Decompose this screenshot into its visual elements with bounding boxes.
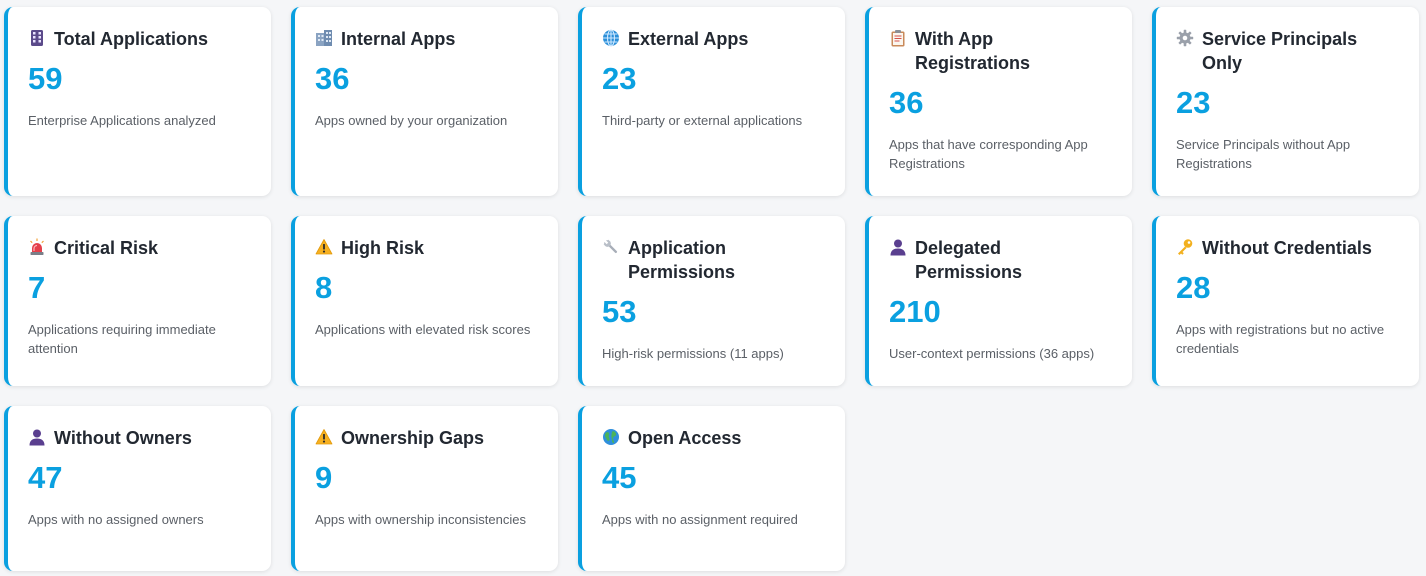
card-value: 36	[315, 61, 350, 96]
card-header: Without Owners	[28, 426, 251, 450]
card-title: Delegated Permissions	[915, 238, 1023, 282]
card-value: 28	[1176, 270, 1211, 305]
card-title: Total Applications	[54, 29, 209, 49]
card-description: Apps with ownership inconsistencies	[315, 512, 526, 527]
card-value: 9	[315, 460, 333, 495]
card-value: 45	[602, 460, 637, 495]
card-value: 59	[28, 61, 63, 96]
card-title: High Risk	[341, 238, 425, 258]
card-value: 53	[602, 294, 637, 329]
card-description: Apps with registrations but no active cr…	[1176, 322, 1385, 356]
card-value: 47	[28, 460, 63, 495]
card-description: Applications with elevated risk scores	[315, 322, 531, 337]
siren-icon	[28, 238, 46, 256]
card-header: Without Credentials	[1176, 236, 1399, 260]
card-description: Third-party or external applications	[602, 113, 803, 128]
card-description: Apps owned by your organization	[315, 113, 508, 128]
card-title: Service Principals Only	[1202, 29, 1358, 73]
warning-icon	[315, 238, 333, 256]
card-title: With App Registrations	[915, 29, 1031, 73]
card-description: Apps with no assigned owners	[28, 512, 204, 527]
card-header: Open Access	[602, 426, 825, 450]
card-title: Ownership Gaps	[341, 428, 485, 448]
earth-icon	[602, 428, 620, 446]
card-external-apps: External Apps 23 Third-party or external…	[578, 7, 845, 196]
card-value: 210	[889, 294, 941, 329]
card-value: 36	[889, 85, 924, 120]
card-ownership-gaps: Ownership Gaps 9 Apps with ownership inc…	[291, 406, 558, 571]
card-internal-apps: Internal Apps 36 Apps owned by your orga…	[291, 7, 558, 196]
card-header: Critical Risk	[28, 236, 251, 260]
clipboard-icon	[889, 29, 907, 47]
card-title: Application Permissions	[628, 238, 736, 282]
card-header: External Apps	[602, 27, 825, 51]
key-icon	[1176, 238, 1194, 256]
card-title: Internal Apps	[341, 29, 456, 49]
office-icon	[315, 29, 333, 47]
card-description: High-risk permissions (11 apps)	[602, 346, 784, 361]
card-title: Critical Risk	[54, 238, 159, 258]
card-value: 8	[315, 270, 333, 305]
card-header: Delegated Permissions	[889, 236, 1112, 284]
card-header: Ownership Gaps	[315, 426, 538, 450]
card-header: Service Principals Only	[1176, 27, 1399, 75]
card-description: User-context permissions (36 apps)	[889, 346, 1095, 361]
card-delegated-permissions: Delegated Permissions 210 User-context p…	[865, 216, 1132, 386]
card-application-permissions: Application Permissions 53 High-risk per…	[578, 216, 845, 386]
card-value: 7	[28, 270, 46, 305]
card-without-credentials: Without Credentials 28 Apps with registr…	[1152, 216, 1419, 386]
card-value: 23	[1176, 85, 1211, 120]
card-value: 23	[602, 61, 637, 96]
globe-icon	[602, 29, 620, 47]
card-header: Internal Apps	[315, 27, 538, 51]
card-header: With App Registrations	[889, 27, 1112, 75]
card-description: Apps with no assignment required	[602, 512, 798, 527]
building-icon	[28, 29, 46, 47]
card-high-risk: High Risk 8 Applications with elevated r…	[291, 216, 558, 386]
card-title: External Apps	[628, 29, 749, 49]
gear-icon	[1176, 29, 1194, 47]
user-icon	[28, 428, 46, 446]
card-total-applications: Total Applications 59 Enterprise Applica…	[4, 7, 271, 196]
card-description: Service Principals without App Registrat…	[1176, 137, 1351, 171]
card-description: Enterprise Applications analyzed	[28, 113, 216, 128]
card-title: Without Owners	[54, 428, 192, 448]
card-with-app-registrations: With App Registrations 36 Apps that have…	[865, 7, 1132, 196]
card-header: High Risk	[315, 236, 538, 260]
warning-icon	[315, 428, 333, 446]
stats-grid: Total Applications 59 Enterprise Applica…	[4, 7, 1419, 571]
card-description: Applications requiring immediate attenti…	[28, 322, 216, 356]
card-without-owners: Without Owners 47 Apps with no assigned …	[4, 406, 271, 571]
user-icon	[889, 238, 907, 256]
card-description: Apps that have corresponding App Registr…	[889, 137, 1088, 171]
card-title: Open Access	[628, 428, 742, 448]
card-title: Without Credentials	[1202, 238, 1372, 258]
card-critical-risk: Critical Risk 7 Applications requiring i…	[4, 216, 271, 386]
card-service-principals-only: Service Principals Only 23 Service Princ…	[1152, 7, 1419, 196]
card-header: Total Applications	[28, 27, 251, 51]
wrench-icon	[602, 238, 620, 256]
card-header: Application Permissions	[602, 236, 825, 284]
card-open-access: Open Access 45 Apps with no assignment r…	[578, 406, 845, 571]
